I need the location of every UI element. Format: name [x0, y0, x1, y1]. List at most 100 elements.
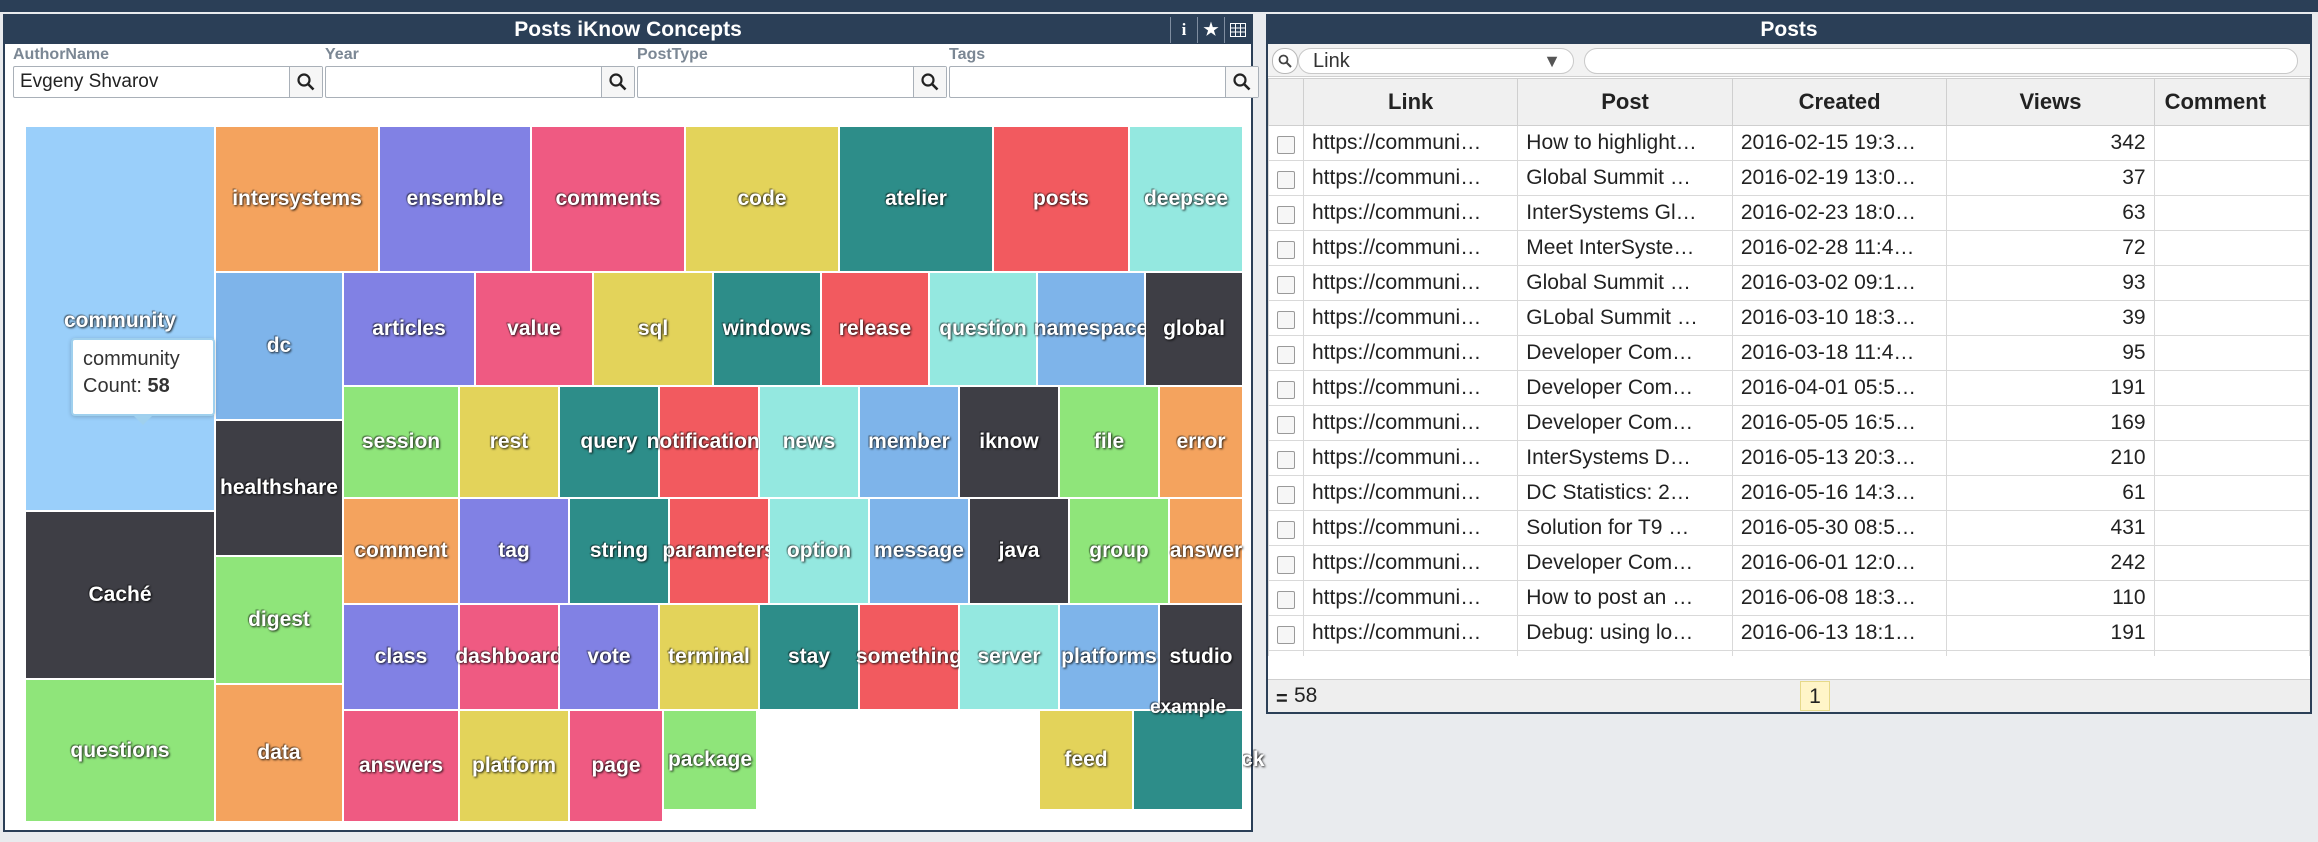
concept-tile[interactable]: file: [1059, 386, 1159, 498]
table-row[interactable]: https://communi… Developer Com… 2016-05-05…: [1268, 405, 2310, 441]
table-row[interactable]: https://communi… How to post an … 2016-06-…: [1268, 580, 2310, 616]
link-cell[interactable]: https://communi…: [1302, 615, 1519, 651]
concept-tile[interactable]: iknow: [959, 386, 1059, 498]
table-row[interactable]: https://communi… Global Summit … 2016-02-1…: [1268, 160, 2310, 196]
link-cell[interactable]: https://communi…: [1302, 370, 1519, 406]
row-checkbox[interactable]: [1277, 346, 1295, 365]
search-icon[interactable]: [601, 67, 634, 97]
row-checkbox[interactable]: [1277, 591, 1295, 610]
search-icon[interactable]: [1225, 67, 1258, 97]
link-cell[interactable]: https://communi…: [1302, 510, 1519, 546]
column-header-views[interactable]: Views: [1946, 78, 2155, 126]
concept-tile[interactable]: option: [769, 498, 869, 604]
table-row[interactable]: https://communi… InterSystems Gl… 2016-02-…: [1268, 195, 2310, 231]
concept-tile[interactable]: vote: [559, 604, 659, 710]
concept-tile[interactable]: healthshare: [215, 420, 343, 556]
row-checkbox[interactable]: [1277, 416, 1295, 435]
table-row[interactable]: https://communi… Global Summit … 2016-03-0…: [1268, 265, 2310, 301]
concept-tile[interactable]: ensemble: [379, 126, 531, 272]
row-checkbox[interactable]: [1277, 486, 1295, 505]
row-checkbox[interactable]: [1277, 136, 1295, 155]
concept-tile[interactable]: parameters: [662, 498, 776, 604]
concept-tile[interactable]: questions: [25, 679, 215, 822]
search-icon[interactable]: [1272, 48, 1298, 74]
table-row[interactable]: https://communi…June 20th DC re…2016-06-…: [1268, 650, 2310, 656]
concept-tile[interactable]: group: [1069, 498, 1169, 604]
concept-tile[interactable]: string: [569, 498, 669, 604]
concept-tile[interactable]: sql: [593, 272, 713, 386]
concept-tile[interactable]: terminal: [659, 604, 759, 710]
concept-tile[interactable]: error: [1159, 386, 1243, 498]
link-cell[interactable]: https://communi…: [1302, 440, 1519, 476]
concept-tile[interactable]: answers: [343, 710, 459, 822]
concept-tile[interactable]: notifications: [647, 386, 771, 498]
link-cell[interactable]: https://communi…: [1302, 650, 1519, 656]
link-cell[interactable]: https://communi…: [1302, 230, 1519, 266]
link-cell[interactable]: https://communi…: [1302, 265, 1519, 301]
concept-tile[interactable]: page: [569, 710, 663, 822]
concept-tile[interactable]: message: [869, 498, 969, 604]
row-checkbox[interactable]: [1277, 381, 1295, 400]
concept-tile[interactable]: deepsee: [1129, 126, 1243, 272]
concept-tile[interactable]: rest: [459, 386, 559, 498]
link-cell[interactable]: https://communi…: [1302, 160, 1519, 196]
concept-tile[interactable]: global: [1145, 272, 1243, 386]
concept-tile[interactable]: something: [856, 604, 962, 710]
concept-tile[interactable]: example: [1133, 697, 1243, 810]
concept-tile[interactable]: value: [475, 272, 593, 386]
link-cell[interactable]: https://communi…: [1302, 405, 1519, 441]
link-cell[interactable]: https://communi…: [1302, 125, 1519, 161]
link-cell[interactable]: https://communi…: [1302, 195, 1519, 231]
table-row[interactable]: https://communi… Developer Com… 2016-04-01…: [1268, 370, 2310, 406]
concept-tile[interactable]: tag: [459, 498, 569, 604]
row-checkbox[interactable]: [1277, 521, 1295, 540]
column-header-created[interactable]: Created: [1731, 78, 1948, 126]
concept-tile[interactable]: server: [959, 604, 1059, 710]
concept-tile[interactable]: articles: [343, 272, 475, 386]
column-header-link[interactable]: Link: [1302, 78, 1519, 126]
concept-tile[interactable]: platform: [459, 710, 569, 822]
posttype-filter-input[interactable]: [638, 67, 913, 97]
concept-tile[interactable]: platforms: [1059, 604, 1159, 710]
row-checkbox[interactable]: [1277, 311, 1295, 330]
row-checkbox[interactable]: [1277, 171, 1295, 190]
table-row[interactable]: https://communi… Developer Com… 2016-03-18…: [1268, 335, 2310, 371]
row-checkbox[interactable]: [1277, 206, 1295, 225]
concept-tile[interactable]: feed: [1039, 710, 1133, 810]
concept-tile[interactable]: dc: [215, 272, 343, 420]
table-row[interactable]: https://communi… Debug: using lo… 2016-06-…: [1268, 615, 2310, 651]
concept-tile[interactable]: data: [215, 684, 343, 822]
table-row[interactable]: https://communi… DC Statistics: 2… 2016-05…: [1268, 475, 2310, 511]
tags-filter-input[interactable]: [950, 67, 1225, 97]
concept-tile[interactable]: session: [343, 386, 459, 498]
row-checkbox[interactable]: [1277, 451, 1295, 470]
info-icon[interactable]: i: [1170, 17, 1197, 43]
star-icon[interactable]: ★: [1197, 17, 1224, 43]
link-cell[interactable]: https://communi…: [1302, 545, 1519, 581]
table-row[interactable]: https://communi… GLobal Summit … 2016-03-1…: [1268, 300, 2310, 336]
concept-tile[interactable]: release: [821, 272, 929, 386]
concept-tile[interactable]: atelier: [839, 126, 993, 272]
row-checkbox[interactable]: [1277, 276, 1295, 295]
link-cell[interactable]: https://communi…: [1302, 300, 1519, 336]
concept-tile[interactable]: stay: [759, 604, 859, 710]
search-icon[interactable]: [289, 67, 322, 97]
row-checkbox[interactable]: [1277, 626, 1295, 645]
search-icon[interactable]: [913, 67, 946, 97]
concept-tile[interactable]: community: [25, 126, 215, 511]
table-row[interactable]: https://communi… InterSystems D… 2016-05-1…: [1268, 440, 2310, 476]
column-header-comment[interactable]: Comment: [2153, 78, 2310, 126]
concept-tile[interactable]: class: [343, 604, 459, 710]
link-cell[interactable]: https://communi…: [1302, 580, 1519, 616]
concept-tile[interactable]: comments: [531, 126, 685, 272]
concept-tile[interactable]: package: [663, 710, 757, 810]
row-checkbox[interactable]: [1277, 241, 1295, 260]
concept-tile[interactable]: posts: [993, 126, 1129, 272]
table-row[interactable]: https://communi… Solution for T9 … 2016-05…: [1268, 510, 2310, 546]
concept-tile[interactable]: intersystems: [215, 126, 379, 272]
concept-tile[interactable]: java: [969, 498, 1069, 604]
concept-tile[interactable]: member: [859, 386, 959, 498]
link-cell[interactable]: https://communi…: [1302, 335, 1519, 371]
concept-tile[interactable]: code: [685, 126, 839, 272]
concept-tile[interactable]: news: [759, 386, 859, 498]
